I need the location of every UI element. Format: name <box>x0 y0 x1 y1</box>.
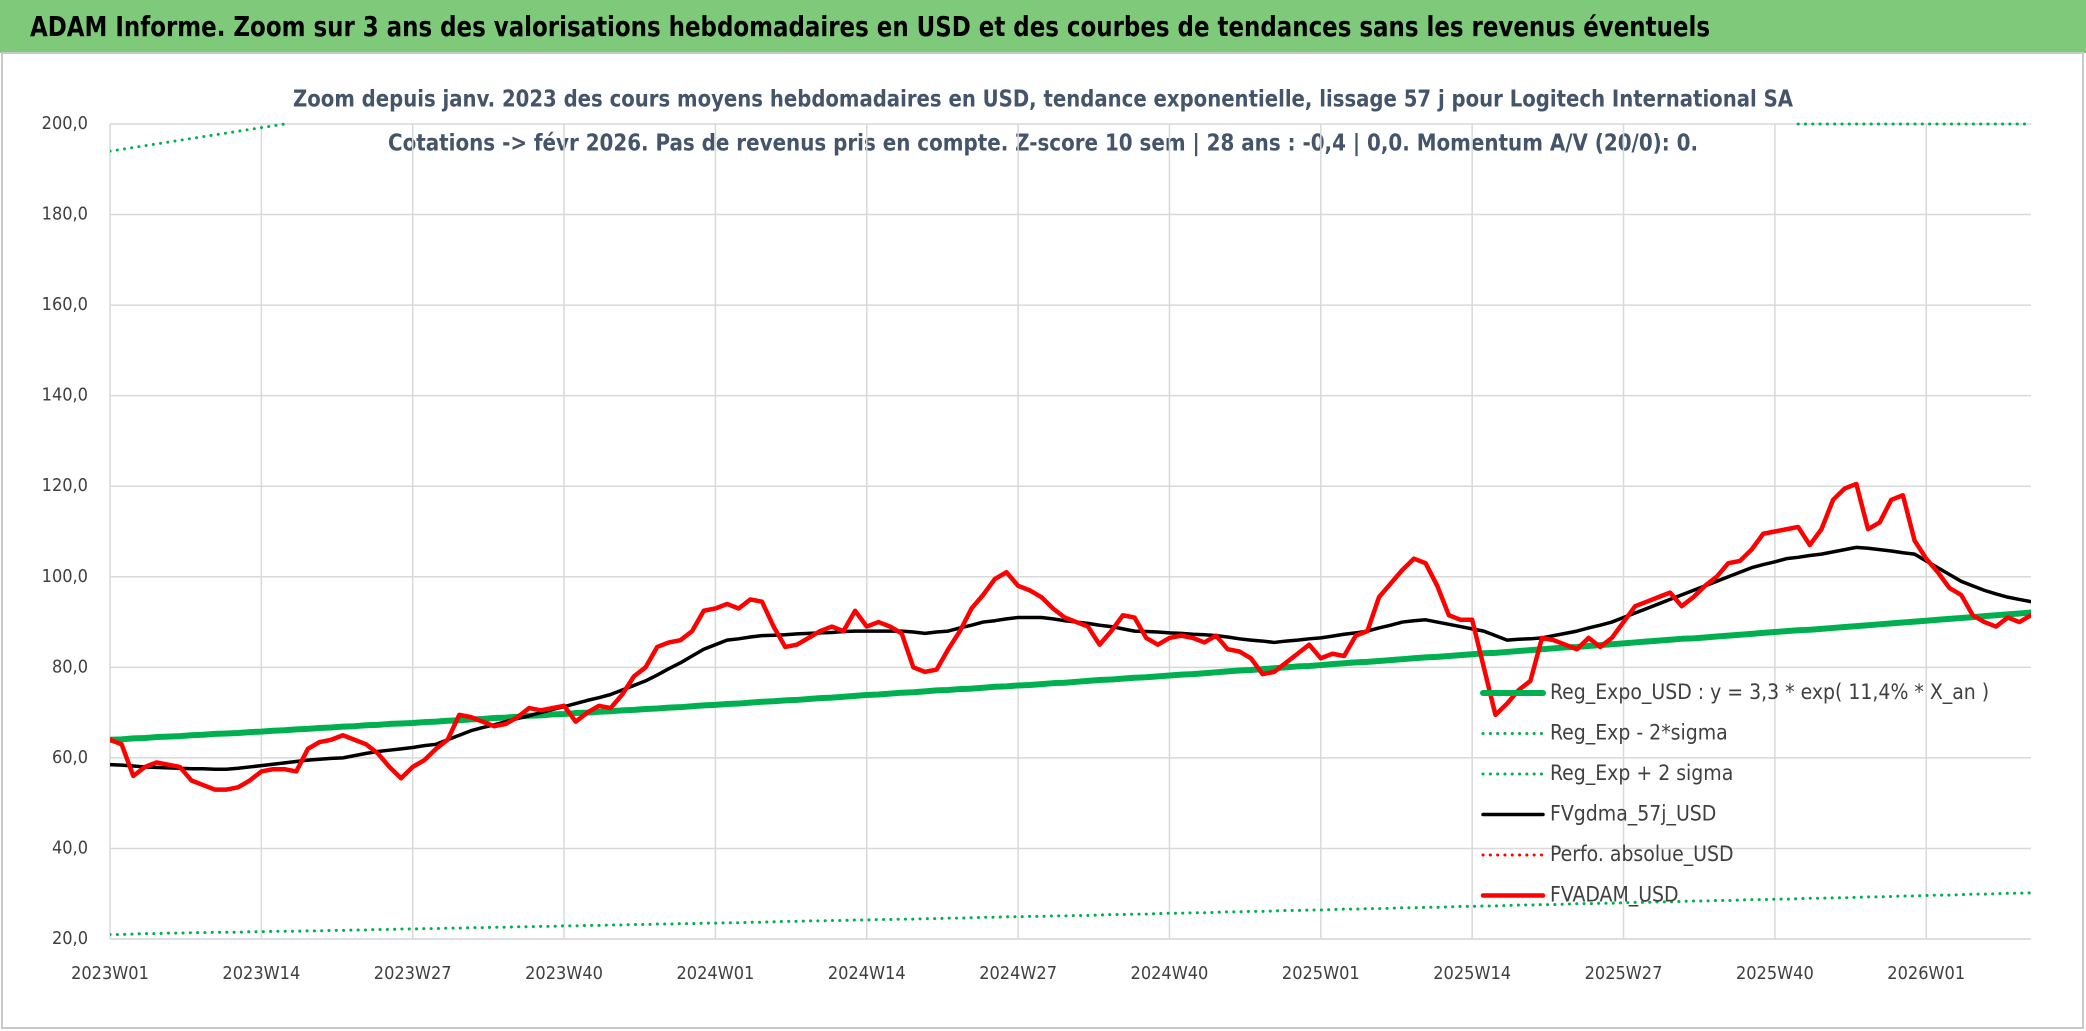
y-tick-label: 20,0 <box>52 928 88 949</box>
legend: Reg_Expo_USD : y = 3,3 * exp( 11,4% * X_… <box>1480 680 1989 908</box>
series-line <box>110 891 2031 936</box>
header-title: ADAM Informe. Zoom sur 3 ans des valoris… <box>30 10 1710 43</box>
x-tick-label: 2025W01 <box>1282 963 1360 984</box>
x-tick-label: 2025W14 <box>1433 963 1511 984</box>
y-tick-label: 180,0 <box>42 204 88 225</box>
series-line <box>110 609 2031 743</box>
axes: 20,0 40,0 60,0 80,0 100,0 120,0 140,0 160,0 180,… <box>42 113 2031 984</box>
x-tick-label: 2023W27 <box>374 963 452 984</box>
y-tick-label: 60,0 <box>52 747 88 768</box>
series-line <box>110 481 2031 792</box>
x-tick-label: 2024W40 <box>1131 963 1209 984</box>
legend-label: FVADAM_USD <box>1550 883 1679 908</box>
y-tick-label: 120,0 <box>42 475 88 496</box>
x-tick-label: 2023W14 <box>222 963 300 984</box>
x-tick-label: 2025W40 <box>1736 963 1814 984</box>
x-tick-label: 2024W01 <box>676 963 754 984</box>
x-tick-label: 2024W14 <box>828 963 906 984</box>
legend-label: Reg_Expo_USD : y = 3,3 * exp( 11,4% * X_… <box>1550 680 1989 705</box>
plot-series <box>110 122 2031 936</box>
chart-subtitle: Cotations -> févr 2026. Pas de revenus p… <box>388 131 1698 157</box>
x-tick-label: 2026W01 <box>1887 963 1965 984</box>
y-tick-label: 140,0 <box>42 385 88 406</box>
series-line <box>110 122 2031 153</box>
chart-subtitle: Zoom depuis janv. 2023 des cours moyens … <box>293 87 1793 113</box>
header-bar <box>0 0 2086 53</box>
x-tick-label: 2024W27 <box>979 963 1057 984</box>
legend-label: Reg_Exp + 2 sigma <box>1550 761 1733 786</box>
x-tick-label: 2025W27 <box>1585 963 1663 984</box>
x-tick-label: 2023W01 <box>71 963 149 984</box>
y-tick-label: 80,0 <box>52 656 88 677</box>
x-tick-label: 2023W40 <box>525 963 603 984</box>
legend-label: Reg_Exp - 2*sigma <box>1550 721 1728 746</box>
y-tick-label: 160,0 <box>42 294 88 315</box>
y-tick-label: 200,0 <box>42 113 88 134</box>
legend-label: FVgdma_57j_USD <box>1550 802 1716 827</box>
y-tick-label: 40,0 <box>52 837 88 858</box>
y-tick-label: 100,0 <box>42 566 88 587</box>
legend-label: Perfo. absolue_USD <box>1550 842 1734 867</box>
chart-border <box>1 52 2084 1029</box>
